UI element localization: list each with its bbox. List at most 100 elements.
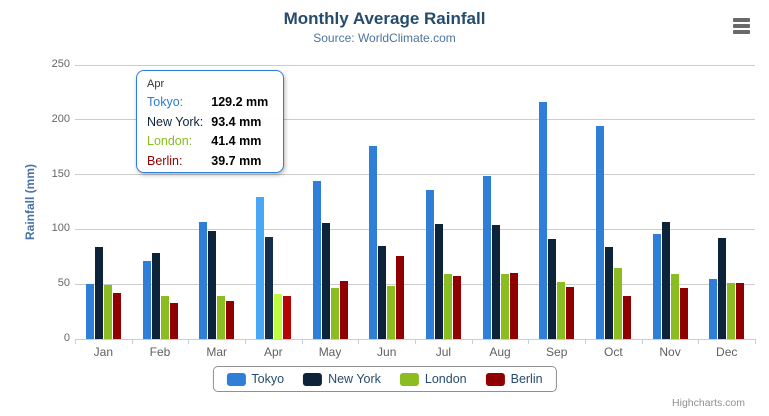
bar-tokyo-dec[interactable]	[709, 279, 718, 339]
bar-london-jun[interactable]	[387, 286, 396, 339]
y-axis-label-0: 0	[63, 332, 70, 344]
tooltip-series-label-1: New York:	[147, 114, 204, 129]
bar-london-apr[interactable]	[273, 293, 282, 339]
x-axis-tick	[755, 340, 756, 344]
bar-new-york-jul[interactable]	[434, 223, 443, 339]
hamburger-icon	[732, 30, 750, 34]
x-axis-tick	[415, 340, 416, 344]
tooltip-header: Apr	[147, 78, 165, 90]
tooltip: Apr Tokyo: 129.2 mm New York: 93.4 mm London…	[136, 70, 284, 173]
bar-new-york-mar[interactable]	[208, 231, 217, 339]
y-axis-label-100: 100	[51, 222, 70, 235]
bar-london-aug[interactable]	[500, 273, 509, 339]
bar-london-sep[interactable]	[557, 281, 566, 339]
bar-london-nov[interactable]	[670, 274, 679, 339]
gridline-200	[75, 119, 755, 121]
legend-label-london: London	[424, 372, 467, 386]
x-axis-label-jul: Jul	[435, 345, 452, 359]
bar-tokyo-jun[interactable]	[369, 146, 378, 339]
legend-symbol-tokyo	[226, 372, 246, 386]
bar-berlin-nov[interactable]	[679, 287, 688, 339]
bar-london-may[interactable]	[330, 287, 339, 339]
bar-new-york-oct[interactable]	[604, 247, 613, 339]
category-group-mar	[188, 65, 245, 339]
bar-berlin-aug[interactable]	[509, 272, 518, 339]
legend-label-new-york: New York	[328, 372, 381, 386]
category-group-jul	[415, 65, 472, 339]
x-axis-tick	[301, 340, 303, 344]
bar-new-york-feb[interactable]	[151, 252, 160, 339]
bar-berlin-feb[interactable]	[169, 302, 178, 339]
bar-london-jul[interactable]	[443, 274, 452, 339]
bar-tokyo-nov[interactable]	[652, 234, 661, 339]
bar-berlin-jun[interactable]	[396, 256, 405, 339]
bar-tokyo-mar[interactable]	[199, 222, 208, 339]
bar-new-york-apr[interactable]	[264, 236, 273, 339]
bar-tokyo-jan[interactable]	[85, 284, 94, 339]
export-menu-button[interactable]	[730, 16, 752, 36]
bar-berlin-dec[interactable]	[736, 283, 745, 339]
x-axis-line	[75, 339, 756, 340]
bar-new-york-nov[interactable]	[661, 222, 670, 339]
legend-item-new-york[interactable]: New York	[303, 372, 381, 386]
bar-tokyo-jul[interactable]	[425, 190, 434, 339]
category-group-aug	[472, 65, 529, 339]
x-axis-tick	[75, 340, 76, 344]
bar-new-york-jan[interactable]	[94, 247, 103, 339]
bar-london-oct[interactable]	[613, 267, 622, 339]
x-axis-label-jun: Jun	[377, 345, 397, 359]
tooltip-series-value-2: 41.4 mm	[211, 134, 262, 148]
bar-berlin-mar[interactable]	[226, 301, 235, 339]
legend-item-london[interactable]: London	[399, 372, 467, 386]
bar-new-york-sep[interactable]	[548, 239, 557, 339]
credits-link[interactable]: Highcharts.com	[672, 397, 745, 409]
category-group-dec	[698, 65, 755, 339]
legend-item-tokyo[interactable]: Tokyo	[226, 372, 284, 386]
bar-tokyo-feb[interactable]	[142, 260, 151, 339]
chart-subtitle: Source: WorldClimate.com	[313, 31, 456, 45]
bar-berlin-apr[interactable]	[282, 295, 291, 339]
legend-item-berlin[interactable]: Berlin	[485, 372, 543, 386]
bar-london-jan[interactable]	[103, 285, 112, 339]
bar-berlin-oct[interactable]	[622, 296, 631, 339]
bar-new-york-jun[interactable]	[378, 246, 387, 339]
category-group-jan	[75, 65, 132, 339]
bar-london-mar[interactable]	[217, 295, 226, 339]
x-axis-label-feb: Feb	[149, 345, 171, 359]
x-axis-label-may: May	[318, 345, 342, 359]
bar-berlin-may[interactable]	[339, 281, 348, 339]
bar-new-york-aug[interactable]	[491, 224, 500, 339]
bar-tokyo-may[interactable]	[312, 181, 321, 339]
x-axis-label-nov: Nov	[659, 345, 681, 359]
bar-new-york-dec[interactable]	[718, 237, 727, 339]
bar-new-york-may[interactable]	[321, 222, 330, 339]
y-axis-title-container: Rainfall (mm)	[22, 65, 38, 339]
bar-tokyo-apr[interactable]	[255, 197, 264, 339]
bar-london-dec[interactable]	[727, 282, 736, 339]
x-axis-label-dec: Dec	[716, 345, 738, 359]
x-axis-tick	[245, 340, 246, 344]
tooltip-series-label-3: Berlin:	[147, 153, 183, 168]
tooltip-series-value-1: 93.4 mm	[211, 114, 262, 129]
bar-tokyo-aug[interactable]	[482, 176, 491, 339]
x-axis-label-apr: Apr	[264, 345, 283, 359]
bar-london-feb[interactable]	[160, 296, 169, 339]
legend-symbol-london	[399, 372, 419, 386]
plot-area	[75, 64, 755, 339]
bar-berlin-sep[interactable]	[566, 286, 575, 339]
x-axis-label-aug: Aug	[489, 345, 511, 359]
bar-tokyo-sep[interactable]	[539, 101, 548, 339]
bar-berlin-jan[interactable]	[112, 292, 121, 339]
category-group-jun	[358, 65, 415, 339]
category-group-apr	[245, 65, 302, 339]
category-group-may	[302, 65, 359, 339]
hamburger-icon	[732, 24, 750, 28]
legend-symbol-berlin	[485, 372, 505, 386]
bar-tokyo-oct[interactable]	[595, 126, 604, 339]
gridline-150	[75, 174, 755, 176]
x-axis-tick	[358, 340, 360, 344]
x-axis-tick	[188, 340, 190, 344]
bar-berlin-jul[interactable]	[452, 276, 461, 339]
tooltip-series-label-0: Tokyo:	[147, 95, 184, 109]
legend-label-tokyo: Tokyo	[251, 372, 285, 386]
